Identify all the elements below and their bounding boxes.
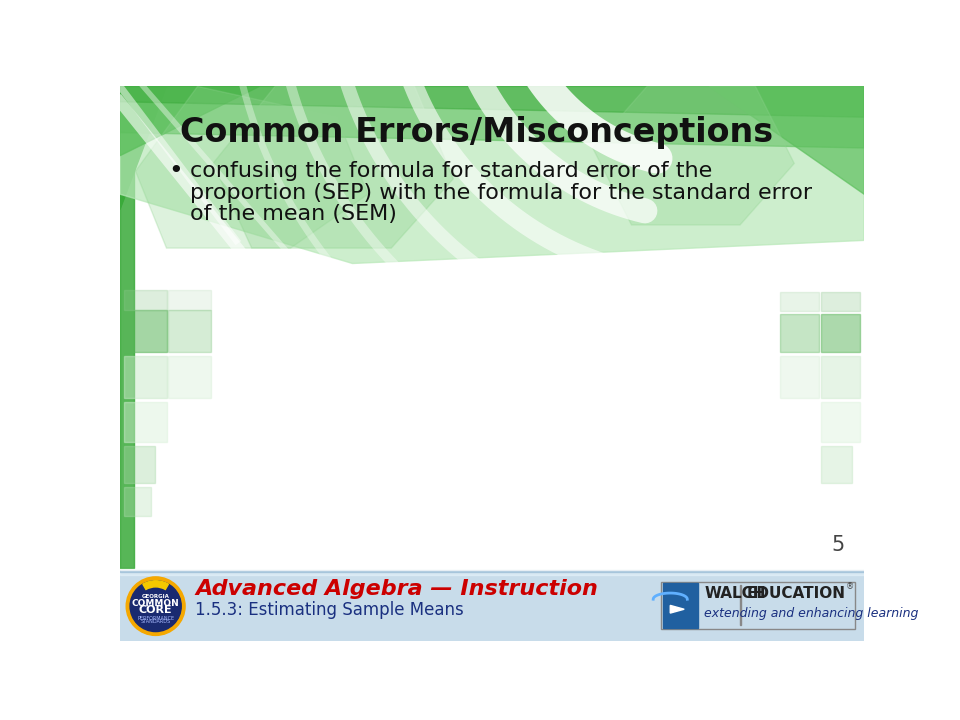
Bar — [124, 310, 166, 352]
Text: •: • — [168, 159, 183, 183]
Text: extending and enhancing learning: extending and enhancing learning — [705, 608, 919, 621]
Bar — [120, 570, 864, 572]
Bar — [124, 446, 155, 483]
Text: CORE: CORE — [139, 605, 173, 615]
Bar — [120, 572, 864, 575]
Bar — [822, 446, 852, 483]
Polygon shape — [120, 86, 166, 210]
Text: of the mean (SEM): of the mean (SEM) — [190, 204, 396, 224]
Bar — [822, 313, 860, 352]
Bar — [780, 292, 819, 311]
Bar — [124, 356, 166, 398]
Text: ®: ® — [846, 582, 853, 591]
Bar — [124, 290, 166, 310]
Text: Common Errors/Misconceptions: Common Errors/Misconceptions — [180, 116, 774, 149]
Text: Advanced Algebra — Instruction: Advanced Algebra — Instruction — [195, 579, 598, 599]
Bar — [740, 585, 741, 626]
Text: confusing the formula for standard error of the: confusing the formula for standard error… — [190, 161, 712, 181]
Polygon shape — [709, 86, 864, 194]
Bar — [168, 310, 210, 352]
Bar — [168, 290, 210, 310]
Bar — [822, 292, 860, 311]
Circle shape — [126, 577, 185, 636]
Bar — [124, 487, 151, 516]
Bar — [124, 402, 166, 442]
Text: 5: 5 — [831, 534, 845, 554]
Text: 1.5.3: Estimating Sample Means: 1.5.3: Estimating Sample Means — [195, 601, 464, 619]
Bar — [662, 583, 698, 628]
Polygon shape — [670, 606, 684, 613]
Text: EDUCATION: EDUCATION — [746, 585, 845, 600]
Polygon shape — [120, 86, 864, 148]
Polygon shape — [120, 86, 259, 156]
Polygon shape — [592, 86, 794, 225]
Bar — [822, 356, 860, 398]
Bar — [660, 582, 854, 629]
Bar — [780, 356, 819, 398]
Polygon shape — [120, 86, 864, 264]
Bar — [822, 402, 860, 442]
Bar — [168, 356, 210, 398]
Polygon shape — [135, 86, 368, 248]
Bar — [120, 572, 864, 641]
Bar — [120, 86, 134, 567]
Text: proportion (SEP) with the formula for the standard error: proportion (SEP) with the formula for th… — [190, 183, 812, 202]
Polygon shape — [213, 86, 453, 248]
Polygon shape — [120, 86, 864, 117]
Wedge shape — [143, 581, 168, 590]
Text: COMMON: COMMON — [132, 598, 180, 608]
Text: GEORGIA: GEORGIA — [142, 593, 170, 598]
Text: WALCH: WALCH — [705, 585, 766, 600]
Circle shape — [130, 581, 181, 631]
Text: STANDARDS: STANDARDS — [140, 619, 171, 624]
Text: PERFORMANCE: PERFORMANCE — [137, 616, 174, 621]
Bar — [780, 313, 819, 352]
